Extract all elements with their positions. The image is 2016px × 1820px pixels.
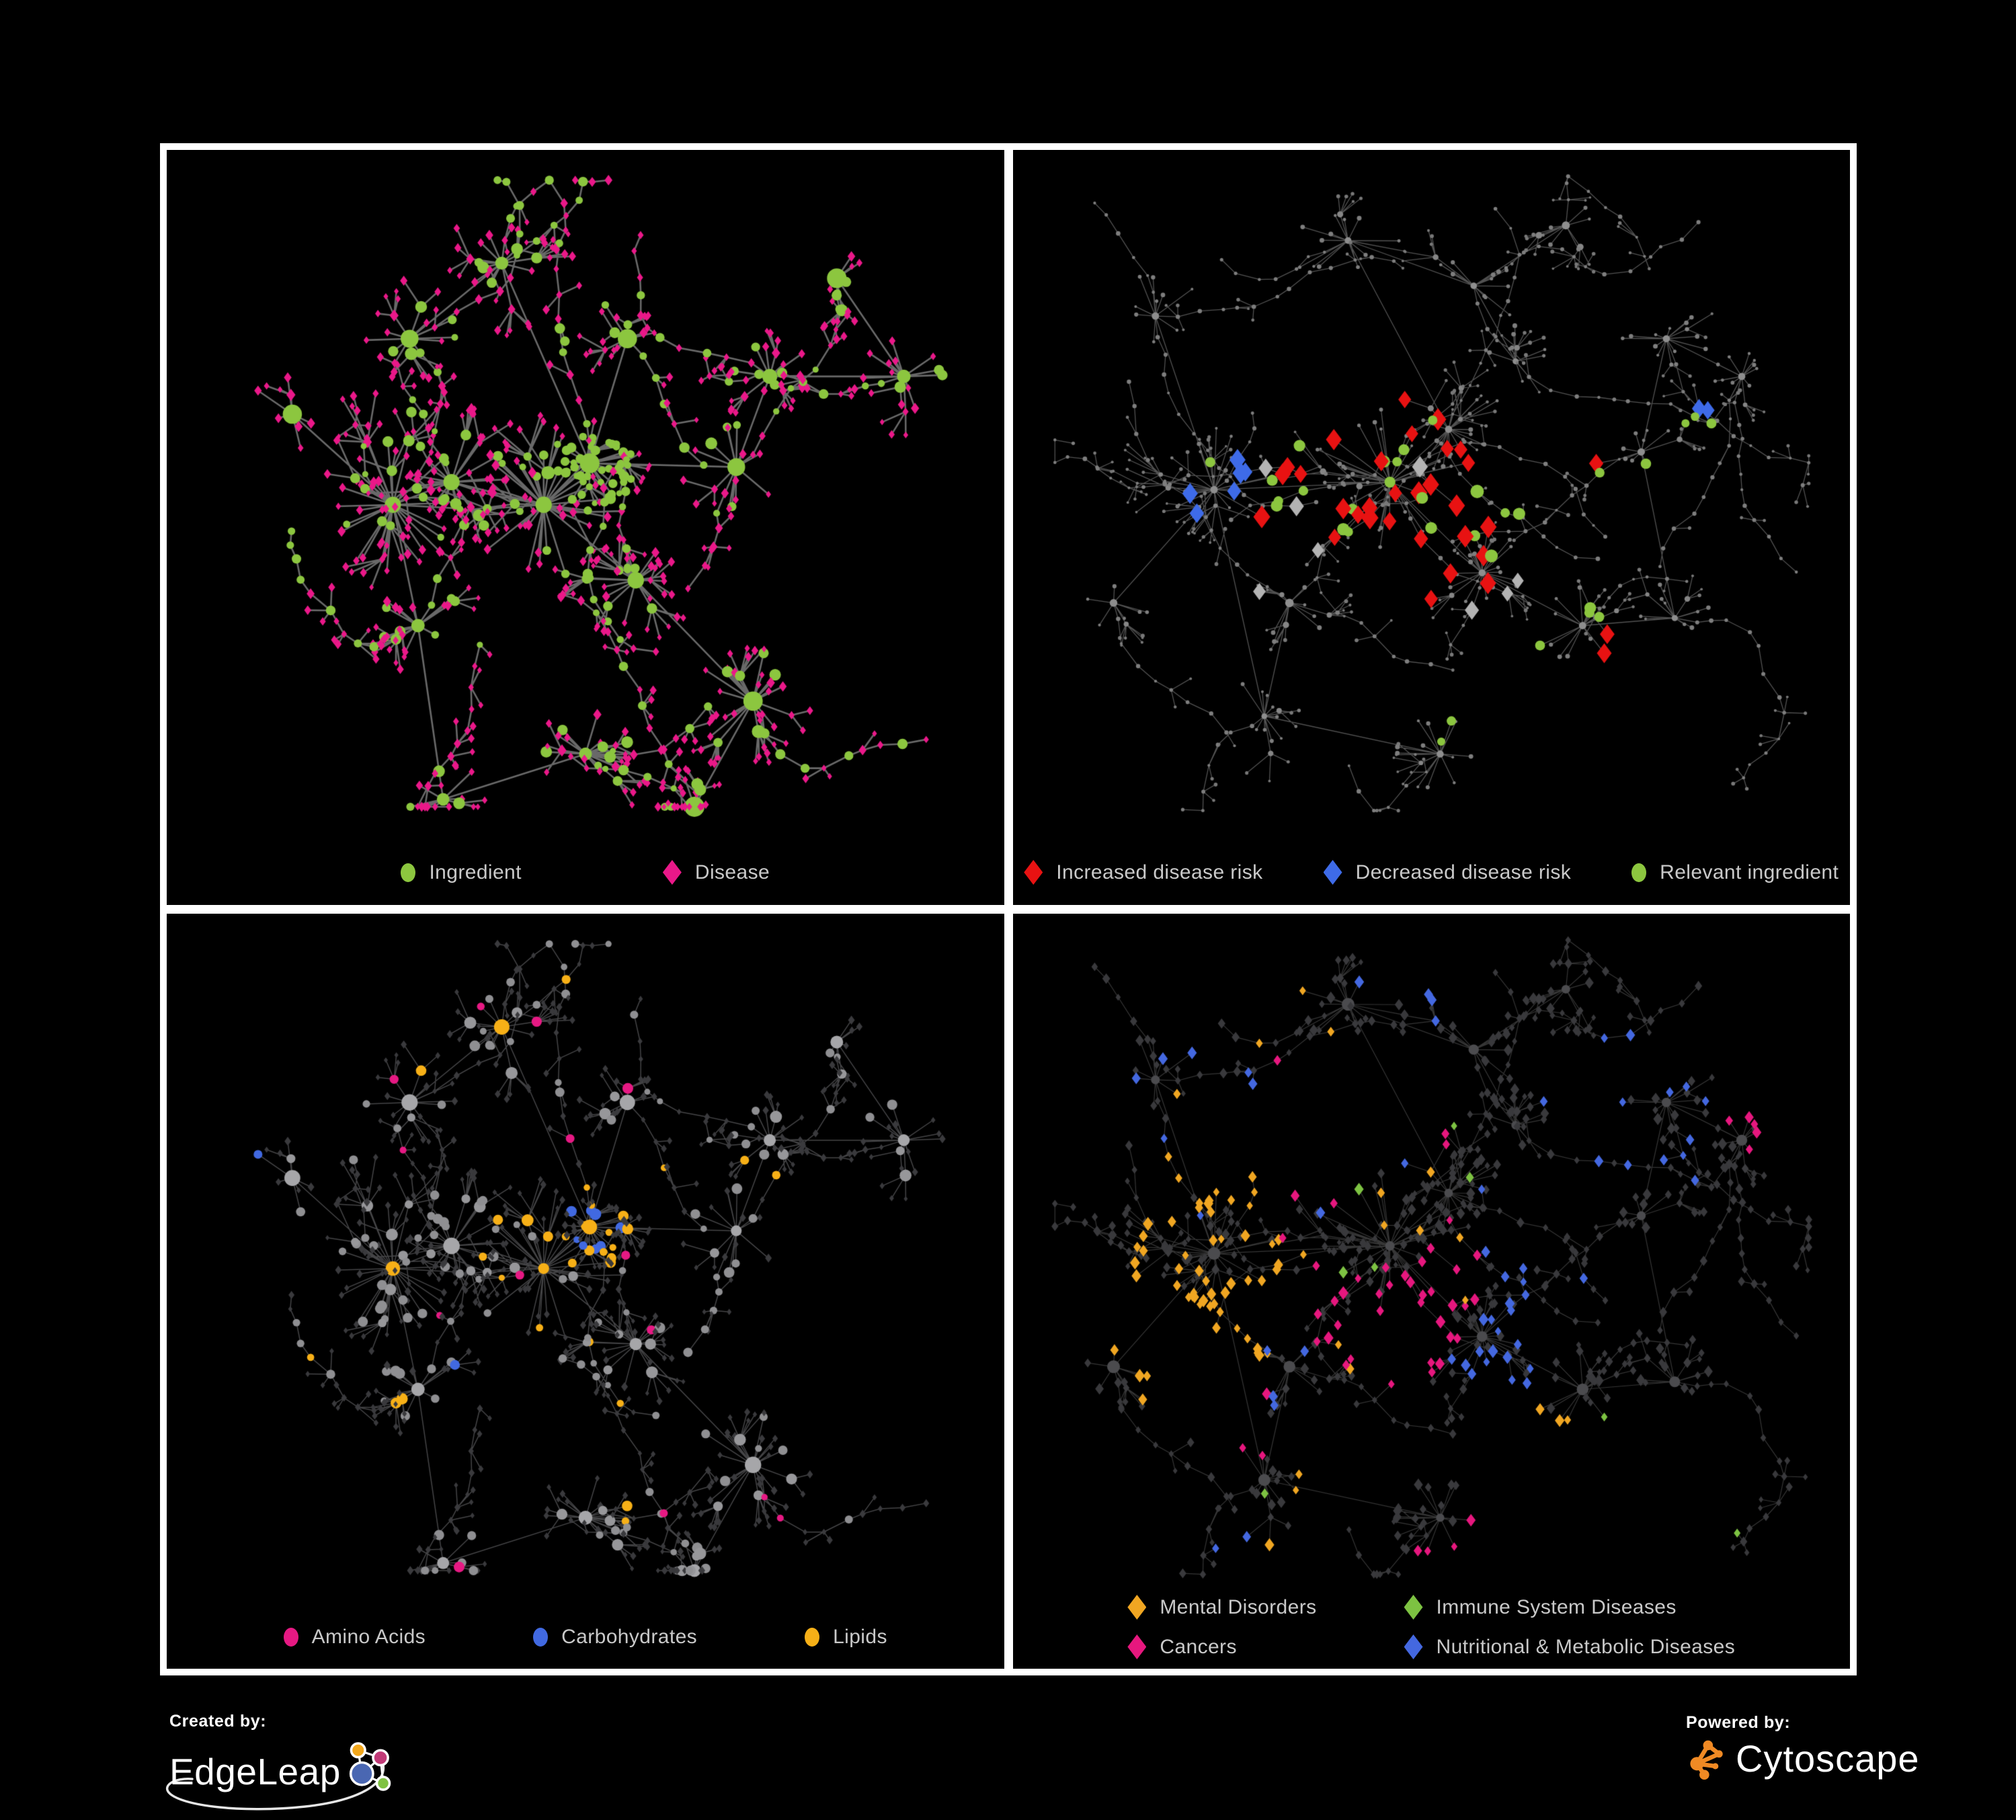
legend-label: Cancers xyxy=(1160,1635,1237,1658)
edgeleap-logo-icon xyxy=(349,1742,391,1791)
legend-label: Relevant ingredient xyxy=(1660,861,1839,883)
diamond-swatch-icon xyxy=(1404,1634,1423,1659)
cytoscape-logo-icon xyxy=(1690,1740,1723,1780)
network-canvas-disease-categories xyxy=(1012,914,1850,1669)
network-canvas-compound-classes xyxy=(167,914,1004,1669)
legend-item-increased-disease-risk: Increased disease risk xyxy=(1024,860,1262,885)
cytoscape-wordmark: Cytoscape xyxy=(1736,1737,1920,1780)
legend-item-carbohydrates: Carbohydrates xyxy=(533,1626,697,1649)
legend-ingredient-disease: Ingredient Disease xyxy=(167,860,1004,885)
legend-label: Disease xyxy=(694,861,770,883)
legend-item-relevant-ingredient: Relevant ingredient xyxy=(1631,861,1839,884)
panel-ingredient-disease: Ingredient Disease xyxy=(167,150,1004,905)
diamond-swatch-icon xyxy=(1127,1595,1147,1620)
panel-disease-risk: Increased disease risk Decreased disease … xyxy=(1012,150,1851,905)
created-by-label: Created by: xyxy=(169,1712,267,1731)
network-canvas-disease-risk xyxy=(1012,150,1850,905)
legend-item-nutritional-metabolic-diseases: Nutritional & Metabolic Diseases xyxy=(1404,1634,1736,1659)
diamond-swatch-icon xyxy=(1404,1595,1423,1620)
legend-item-immune-system-diseases: Immune System Diseases xyxy=(1404,1595,1677,1620)
legend-compound-classes: Amino Acids Carbohydrates Lipids xyxy=(167,1626,1004,1649)
legend-item-ingredient: Ingredient xyxy=(401,861,521,884)
diamond-swatch-icon xyxy=(1323,860,1342,885)
legend-label: Immune System Diseases xyxy=(1436,1595,1677,1618)
legend-item-mental-disorders: Mental Disorders xyxy=(1127,1595,1316,1620)
legend-label: Carbohydrates xyxy=(561,1626,698,1648)
edgeleap-wordmark: EdgeLeap xyxy=(169,1750,341,1792)
panel-disease-categories: Mental Disorders Immune System Diseases Ca… xyxy=(1012,914,1851,1669)
legend-label: Decreased disease risk xyxy=(1355,861,1572,883)
legend-label: Mental Disorders xyxy=(1160,1595,1317,1618)
edgeleap-swoosh xyxy=(166,1759,385,1811)
legend-label: Lipids xyxy=(833,1626,887,1648)
network-canvas-ingredient-disease xyxy=(167,150,1004,905)
panel-compound-classes: Amino Acids Carbohydrates Lipids xyxy=(167,914,1004,1669)
legend-label: Increased disease risk xyxy=(1056,861,1263,883)
diamond-swatch-icon xyxy=(1127,1634,1147,1659)
legend-disease-categories: Mental Disorders Immune System Diseases Ca… xyxy=(1013,1595,1851,1659)
legend-disease-risk: Increased disease risk Decreased disease … xyxy=(1013,860,1851,885)
diamond-swatch-icon xyxy=(1024,860,1043,885)
circle-swatch-icon xyxy=(533,1628,549,1647)
legend-item-cancers: Cancers xyxy=(1127,1634,1237,1659)
circle-swatch-icon xyxy=(401,863,416,882)
circle-swatch-icon xyxy=(1631,863,1647,882)
circle-swatch-icon xyxy=(805,1628,820,1647)
legend-label: Amino Acids xyxy=(311,1626,426,1648)
legend-label: Nutritional & Metabolic Diseases xyxy=(1436,1635,1736,1658)
legend-label: Ingredient xyxy=(429,861,522,883)
legend-item-disease: Disease xyxy=(662,860,770,885)
powered-by-label: Powered by: xyxy=(1686,1713,1791,1732)
legend-item-decreased-disease-risk: Decreased disease risk xyxy=(1323,860,1572,885)
circle-swatch-icon xyxy=(283,1628,298,1647)
panel-grid: Ingredient Disease Increased disease risk… xyxy=(160,143,1857,1675)
edgeleap-credit: Created by: EdgeLeap xyxy=(166,1712,398,1813)
diamond-swatch-icon xyxy=(662,860,682,885)
legend-item-lipids: Lipids xyxy=(805,1626,887,1649)
cytoscape-credit: Powered by: Cytoscape xyxy=(1686,1713,1920,1780)
legend-item-amino-acids: Amino Acids xyxy=(283,1626,426,1649)
